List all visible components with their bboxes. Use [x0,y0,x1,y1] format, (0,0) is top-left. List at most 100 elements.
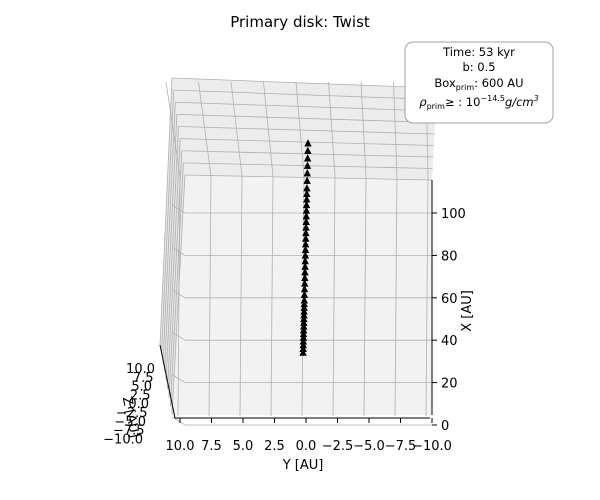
data-point-1 [299,344,307,353]
data-point-40 [304,139,312,147]
data-point-7 [300,322,308,330]
data-point-34 [303,183,311,192]
data-point-24 [301,240,310,248]
info-density: ρprim≥ : 10−14.5g/cm3 [419,94,538,111]
grid-line-y-1 [208,175,212,417]
grid-line-left-2 [162,102,176,363]
z-tick-label-3: 2.5 [130,388,151,403]
data-point-23 [301,245,310,253]
x-tick-labels: 0 20 40 60 80 100 [432,207,466,434]
z-tick-label-7: −7.5 [113,424,145,439]
grid-line-z-0 [184,174,433,181]
grid-line-top-6 [360,81,367,177]
grid-line-y-3 [270,175,274,417]
z-tick-label-6: −5.0 [114,415,146,430]
grid-line-top-0 [165,81,181,177]
y-tick-label-2: 5.0 [233,439,254,454]
grid-line-left-1 [161,90,175,354]
y-tick-label-6: −5.0 [353,439,385,454]
z-tick-label-5: −2.5 [116,406,148,421]
info-rho-unit: g/cm [505,95,534,109]
data-point-14 [300,296,309,304]
grid-line-y-7 [394,175,398,417]
grid-line-left-3 [164,114,178,372]
grid-line-top-5 [328,81,336,177]
data-point-17 [301,279,309,287]
grid-line-y-8 [425,175,429,417]
info-time: Time: 53 kyr [442,45,515,59]
info-b: b: 0.5 [462,60,495,74]
data-point-8 [300,318,308,326]
y-axis-label: Y [AU] [282,458,324,473]
grid-line-top-2 [230,81,243,177]
data-point-37 [303,161,312,169]
back-pane [172,175,432,415]
data-point-19 [301,268,309,276]
grid-line-top-1 [198,81,212,177]
top-pane [172,78,437,180]
grid-line-y-6 [363,175,367,417]
y-tick-label-3: 2.5 [264,439,285,454]
y-tick-label-1: 7.5 [201,439,222,454]
grid-line-top-4 [295,81,305,177]
x-axis-label: X [AU] [460,290,475,332]
grid-line-z-4 [178,126,435,135]
data-point-11 [300,307,308,315]
data-point-28 [302,217,310,225]
x-tick-label-0: 0 [441,419,449,434]
x-tick-label-5: 100 [441,207,466,222]
info-rho-mid: ≥ : 10 [445,95,480,109]
z-tick-label-8: −10.0 [103,432,143,447]
z-tick-label-0: 10.0 [126,362,155,377]
info-rho-unit-exp: 3 [534,94,539,103]
x-tick-label-4: 80 [441,249,458,264]
data-point-15 [300,290,309,298]
grid-line-y-0 [177,175,181,417]
data-point-4 [299,333,308,341]
z-tick-labels: 10.07.55.02.50.0−2.5−5.0−7.5−10.0 [103,362,155,447]
x-tick-label-2: 40 [441,334,458,349]
grid-line-left-4 [165,126,179,381]
data-point-10 [300,311,308,319]
z-axis-line [159,344,176,419]
grid-line-left-0 [159,77,173,346]
y-tick-label-7: −7.5 [385,439,417,454]
data-point-16 [300,284,309,293]
x-tick-label-3: 60 [441,292,458,307]
grid-line-z-6 [175,101,436,112]
data-point-38 [303,154,312,162]
z-tick-label-1: 7.5 [133,371,154,386]
data-point-33 [303,189,311,197]
info-box-size-rest: : 600 AU [474,76,523,90]
data-point-27 [302,223,310,231]
chart-title: Primary disk: Twist [230,13,370,31]
info-box-size-sub: prim [456,83,475,92]
data-point-35 [303,176,311,184]
data-point-22 [301,251,310,259]
data-point-36 [303,169,311,177]
z-tick-label-2: 5.0 [131,380,152,395]
grid-line-left-7 [170,162,184,407]
data-point-6 [299,325,308,334]
grid-line-left-8 [171,174,186,416]
grid-line-left-6 [168,150,183,398]
grid-line-z-8 [171,77,438,89]
y-tick-label-5: −2.5 [322,439,354,454]
data-point-30 [302,206,311,214]
data-point-31 [302,200,311,209]
info-box-size: Boxprim: 600 AU [434,76,523,92]
data-point-3 [299,337,308,345]
data-point-2 [299,340,307,349]
axes-panes [160,78,437,415]
data-point-12 [300,303,308,311]
z-tick-label-4: 0.0 [128,397,149,412]
info-rho: ρ [419,95,427,109]
data-point-25 [302,234,310,242]
x-tick-label-1: 20 [441,377,458,392]
y-tick-label-4: 0.0 [296,439,317,454]
info-box-size-main: Box [434,76,456,90]
grid-line-y-2 [239,175,243,417]
data-point-9 [300,314,308,323]
data-point-21 [301,256,309,265]
